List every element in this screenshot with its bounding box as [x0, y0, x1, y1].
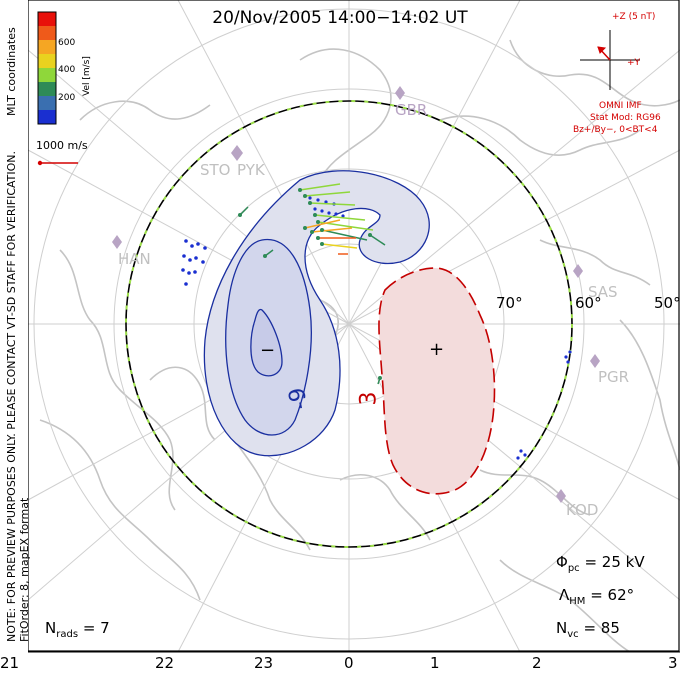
- radar-label-kod: KOD: [566, 501, 599, 519]
- phi-pc-symbol: Φ: [556, 553, 568, 571]
- negative-contour-label: -9: [284, 385, 314, 412]
- radar-site-sas: [573, 264, 583, 278]
- negative-cell-inner: [250, 308, 283, 377]
- phi-pc-stat: Φpc = 25 kV: [556, 553, 645, 574]
- n-rads-value: = 7: [82, 619, 110, 637]
- radar-site-gbr: [395, 86, 405, 100]
- coordinates-label: MLT coordinates: [5, 27, 18, 116]
- radar-sites: [112, 86, 600, 503]
- radar-site-sto: [231, 145, 243, 161]
- vector-scale: [37, 160, 78, 166]
- mlt-tick-22: 22: [155, 654, 175, 672]
- radar-site-kod: [556, 489, 566, 503]
- mlt-tick-2: 2: [532, 654, 542, 672]
- lambda-hm-subscript: HM: [569, 596, 586, 607]
- colorbar-swatch: [38, 82, 56, 97]
- latitude-label-50: 50°: [654, 294, 680, 312]
- mlt-tick-1: 1: [430, 654, 440, 672]
- positive-cell: [378, 267, 496, 495]
- n-rads-stat: Nrads = 7: [45, 619, 110, 640]
- colorbar-tick-600: 600: [58, 38, 76, 48]
- n-rads-symbol: N: [45, 619, 57, 637]
- radar-label-pgr: PGR: [598, 368, 630, 386]
- radar-label-sto: STO: [200, 161, 231, 179]
- velocity-vector-heads: [238, 188, 382, 380]
- vector-scale-label: 1000 m/s: [36, 139, 88, 152]
- colorbar-swatch: [38, 68, 56, 83]
- velocity-colorbar: [38, 12, 56, 125]
- positive-potential-marker: +: [429, 339, 445, 360]
- n-vc-value: = 85: [583, 619, 620, 637]
- measurement-points: [181, 196, 572, 460]
- colorbar-label: Vel [m/s]: [82, 56, 92, 96]
- lambda-hm-stat: ΛHM = 62°: [559, 586, 634, 607]
- colorbar-swatch: [38, 96, 56, 111]
- phi-pc-value: = 25 kV: [584, 553, 645, 571]
- imf-condition: Bz+/By−, 0<BT<4: [573, 125, 658, 135]
- positive-contour-label: 3: [356, 391, 382, 406]
- imf-dial: [580, 30, 640, 90]
- phi-pc-subscript: pc: [567, 563, 580, 574]
- radar-label-gbr: GBR: [395, 101, 428, 119]
- n-vc-stat: Nvc = 85: [556, 619, 620, 640]
- n-vc-subscript: vc: [567, 629, 579, 640]
- fit-order-label: FitOrder: 8, mapEX format: [18, 497, 31, 642]
- mlt-tick-3: 3: [668, 654, 678, 672]
- velocity-colorbar-frame: [37, 11, 57, 125]
- radar-site-han: [112, 235, 122, 249]
- negative-potential-marker: −: [260, 340, 276, 361]
- lambda-hm-symbol: Λ: [559, 586, 570, 604]
- hm-boundary-vectors: [125, 100, 573, 548]
- plot-frame: [28, 0, 680, 652]
- colorbar-swatch: [38, 40, 56, 55]
- colorbar-swatch: [38, 26, 56, 41]
- colorbar-tick-200: 200: [58, 93, 76, 103]
- imf-source: OMNI IMF: [599, 101, 642, 111]
- radar-site-pgr: [590, 354, 600, 368]
- imf-z-label: +Z (5 nT): [612, 12, 656, 22]
- imf-y-label: +Y: [627, 58, 641, 68]
- mlt-tick-23: 23: [254, 654, 274, 672]
- map-title: 20/Nov/2005 14:00−14:02 UT: [212, 8, 468, 28]
- imf-model: Stat Mod: RG96: [590, 113, 661, 123]
- radar-label-pyk: PYK: [237, 161, 265, 179]
- colorbar-tick-400: 400: [58, 65, 76, 75]
- colorbar-swatch: [38, 12, 56, 27]
- mlt-tick-0: 0: [344, 654, 354, 672]
- n-vc-symbol: N: [556, 619, 568, 637]
- n-rads-subscript: rads: [56, 629, 79, 640]
- colorbar-swatch: [38, 54, 56, 69]
- mlt-tick-21: 21: [0, 654, 20, 672]
- preview-note: NOTE: FOR PREVIEW PURPOSES ONLY. PLEASE …: [5, 150, 18, 642]
- lambda-hm-value: = 62°: [590, 586, 635, 604]
- radar-label-han: HAN: [118, 250, 151, 268]
- latitude-label-60: 60°: [575, 294, 602, 312]
- radar-label-sas: SAS: [588, 283, 618, 301]
- colorbar-swatch: [38, 110, 56, 125]
- latitude-label-70: 70°: [496, 294, 523, 312]
- coastlines: [39, 39, 680, 652]
